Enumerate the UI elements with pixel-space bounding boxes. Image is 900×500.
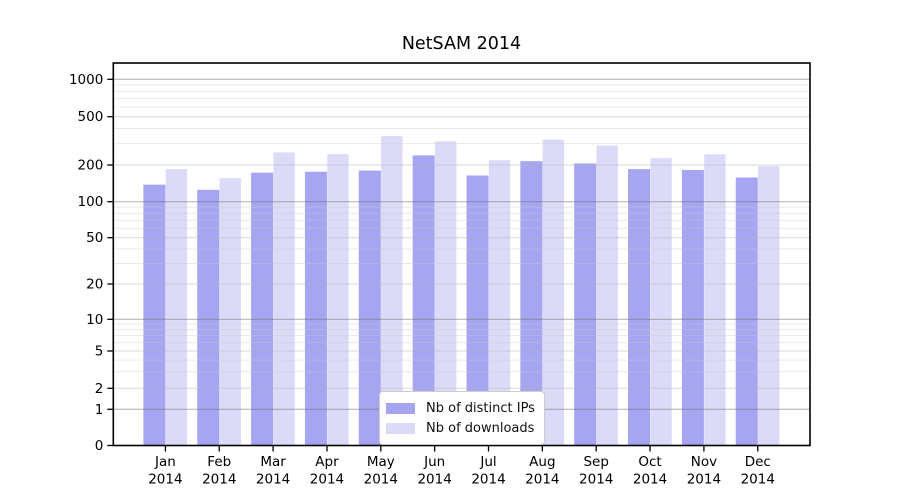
y-tick-label-200: 200 <box>78 158 104 174</box>
x-tick-label-month-mar: Mar <box>260 454 286 470</box>
bar-distinct-ips-dec <box>735 177 758 446</box>
x-tick-label-month-feb: Feb <box>207 454 231 470</box>
x-tick-label-year-nov: 2014 <box>687 472 721 488</box>
bar-downloads-apr <box>327 154 349 446</box>
x-tick-label-month-apr: Apr <box>315 454 339 470</box>
y-tick-label-10: 10 <box>86 312 103 328</box>
bar-downloads-nov <box>704 154 726 446</box>
legend-swatch-downloads <box>386 422 415 434</box>
legend-swatch-distinct-ips <box>386 402 415 414</box>
bar-distinct-ips-aug <box>520 161 543 446</box>
bar-distinct-ips-sep <box>574 163 597 446</box>
bar-distinct-ips-mar <box>251 172 274 446</box>
y-tick-label-20: 20 <box>86 277 103 293</box>
bar-distinct-ips-apr <box>304 171 327 446</box>
bar-downloads-jun <box>434 141 457 446</box>
bar-distinct-ips-nov <box>681 169 704 446</box>
x-tick-label-year-dec: 2014 <box>741 472 775 488</box>
bar-downloads-sep <box>596 145 618 446</box>
chart-title: NetSAM 2014 <box>401 34 522 54</box>
y-tick-label-1: 1 <box>95 402 104 418</box>
bar-downloads-aug <box>542 139 565 446</box>
bar-downloads-may <box>381 136 403 446</box>
bar-distinct-ips-jun <box>412 155 435 446</box>
x-tick-label-year-jun: 2014 <box>417 472 451 488</box>
y-tick-label-2: 2 <box>95 381 104 397</box>
y-tick-label-500: 500 <box>78 109 104 125</box>
bar-distinct-ips-jul <box>466 175 489 446</box>
x-tick-label-month-aug: Aug <box>529 454 555 470</box>
y-tick-label-100: 100 <box>78 194 104 210</box>
x-tick-label-month-may: May <box>367 454 395 470</box>
x-tick-label-month-oct: Oct <box>638 454 661 470</box>
legend: Nb of distinct IPs Nb of downloads <box>379 391 545 445</box>
bar-downloads-mar <box>273 152 295 446</box>
x-tick-label-year-sep: 2014 <box>579 472 613 488</box>
bar-distinct-ips-oct <box>628 169 651 446</box>
x-tick-label-month-jul: Jul <box>479 454 496 470</box>
plot-border <box>112 62 811 447</box>
bar-downloads-jan <box>165 169 188 446</box>
bar-distinct-ips-may <box>358 170 381 446</box>
bar-downloads-dec <box>758 166 780 446</box>
legend-item-downloads: Nb of downloads <box>380 418 544 438</box>
x-tick-label-month-jun: Jun <box>423 454 445 470</box>
x-tick-label-month-dec: Dec <box>745 454 771 470</box>
x-tick-label-year-mar: 2014 <box>256 472 290 488</box>
y-tick-label-0: 0 <box>95 438 104 454</box>
legend-label-distinct-ips: Nb of distinct IPs <box>426 400 535 416</box>
y-tick-label-5: 5 <box>95 344 104 360</box>
x-tick-label-year-jan: 2014 <box>148 472 182 488</box>
bar-downloads-jul <box>488 160 511 446</box>
legend-item-distinct-ips: Nb of distinct IPs <box>380 398 544 418</box>
x-tick-label-year-may: 2014 <box>364 472 398 488</box>
x-tick-label-month-nov: Nov <box>691 454 717 470</box>
bar-downloads-oct <box>650 158 672 446</box>
y-tick-label-1000: 1000 <box>69 72 103 88</box>
x-tick-label-year-aug: 2014 <box>525 472 559 488</box>
x-tick-label-month-sep: Sep <box>583 454 608 470</box>
y-tick-label-50: 50 <box>86 230 103 246</box>
bar-distinct-ips-jan <box>143 184 166 446</box>
x-tick-label-year-oct: 2014 <box>633 472 667 488</box>
x-tick-label-month-jan: Jan <box>154 454 176 470</box>
legend-label-downloads: Nb of downloads <box>426 420 535 436</box>
x-tick-label-year-feb: 2014 <box>202 472 236 488</box>
bar-downloads-feb <box>219 178 241 446</box>
x-tick-label-year-apr: 2014 <box>310 472 344 488</box>
x-tick-label-year-jul: 2014 <box>471 472 505 488</box>
bar-distinct-ips-feb <box>197 189 220 446</box>
